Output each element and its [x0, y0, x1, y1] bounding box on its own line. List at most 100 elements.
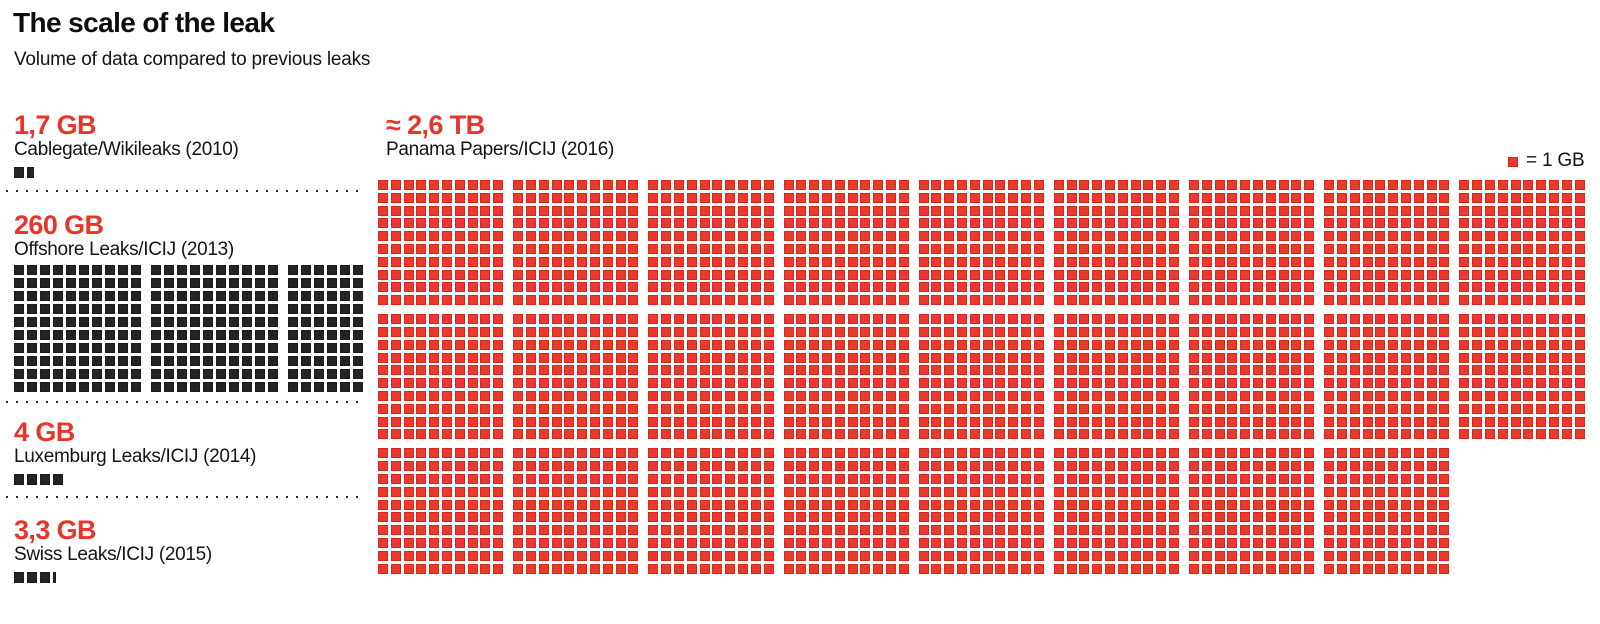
unit-square: [1117, 218, 1128, 229]
unit-square: [40, 330, 50, 340]
unit-square: [796, 416, 807, 427]
unit-square: [931, 218, 942, 229]
unit-square: [551, 473, 562, 484]
unit-square: [860, 390, 871, 401]
unit-square: [551, 525, 562, 536]
unit-square: [190, 278, 200, 288]
unit-square: [982, 390, 993, 401]
unit-square: [1324, 378, 1335, 389]
unit-square: [1143, 390, 1154, 401]
unit-square: [1439, 473, 1450, 484]
unit-square: [847, 231, 858, 242]
unit-square: [1130, 525, 1141, 536]
unit-square: [686, 378, 697, 389]
unit-square: [513, 243, 524, 254]
unit-square: [1105, 429, 1116, 440]
unit-square: [712, 352, 723, 363]
unit-square: [1066, 269, 1077, 280]
unit-square: [1523, 282, 1534, 293]
unit-square: [1008, 352, 1019, 363]
unit-square: [416, 231, 427, 242]
unit-square: [673, 231, 684, 242]
unit-square: [1497, 269, 1508, 280]
unit-square: [403, 429, 414, 440]
unit-square: [525, 218, 536, 229]
unit-square: [403, 243, 414, 254]
unit-square: [1561, 282, 1572, 293]
unit-square: [467, 486, 478, 497]
unit-square: [390, 282, 401, 293]
unit-square: [686, 525, 697, 536]
unit-square: [589, 429, 600, 440]
unit-square: [564, 314, 575, 325]
unit-square: [944, 550, 955, 561]
unit-square: [957, 352, 968, 363]
unit-square: [1033, 378, 1044, 389]
unit-square: [151, 304, 161, 314]
unit-square: [403, 231, 414, 242]
unit-square: [314, 265, 324, 275]
unit-square: [712, 192, 723, 203]
waffle-block-100gb: [1324, 314, 1450, 440]
unit-square: [918, 180, 929, 190]
unit-square: [340, 382, 350, 392]
unit-square: [14, 572, 24, 583]
unit-square: [1265, 550, 1276, 561]
unit-square: [1079, 390, 1090, 401]
unit-square: [1459, 403, 1470, 414]
unit-square: [648, 180, 659, 190]
unit-square: [40, 304, 50, 314]
unit-square: [1574, 390, 1585, 401]
unit-square: [1227, 512, 1238, 523]
unit-square: [1130, 550, 1141, 561]
unit-square: [216, 343, 226, 353]
unit-square: [809, 256, 820, 267]
unit-square: [1265, 563, 1276, 574]
unit-square: [1130, 205, 1141, 216]
unit-square: [1189, 473, 1200, 484]
unit-square: [301, 343, 311, 353]
unit-square: [1201, 525, 1212, 536]
unit-square: [1523, 205, 1534, 216]
unit-square: [809, 282, 820, 293]
unit-square: [525, 365, 536, 376]
unit-square: [493, 378, 504, 389]
unit-square: [1291, 326, 1302, 337]
unit-square: [1375, 256, 1386, 267]
unit-square: [1426, 180, 1437, 190]
unit-square: [873, 416, 884, 427]
unit-square: [564, 269, 575, 280]
unit-square: [796, 218, 807, 229]
unit-square: [686, 429, 697, 440]
unit-square: [1169, 537, 1180, 548]
unit-square: [1079, 461, 1090, 472]
unit-square: [737, 243, 748, 254]
unit-square: [1484, 390, 1495, 401]
unit-square: [944, 218, 955, 229]
unit-square: [737, 525, 748, 536]
unit-square: [982, 416, 993, 427]
unit-square: [1265, 403, 1276, 414]
unit-square: [1439, 352, 1450, 363]
unit-square: [1021, 525, 1032, 536]
unit-square: [327, 330, 337, 340]
unit-square: [564, 550, 575, 561]
unit-square: [1388, 499, 1399, 510]
unit-square: [1337, 205, 1347, 216]
unit-square: [1092, 499, 1103, 510]
unit-square: [1201, 512, 1212, 523]
unit-square: [1201, 473, 1212, 484]
unit-square: [931, 231, 942, 242]
unit-square: [551, 231, 562, 242]
unit-square: [821, 180, 832, 190]
unit-square: [1278, 378, 1289, 389]
unit-square: [673, 326, 684, 337]
unit-square: [796, 243, 807, 254]
unit-square: [1021, 180, 1032, 190]
unit-square: [834, 295, 845, 306]
unit-square: [1053, 243, 1064, 254]
unit-square: [1413, 390, 1424, 401]
waffle-block-100gb: [513, 448, 639, 574]
unit-square: [1561, 314, 1572, 325]
unit-square: [429, 499, 440, 510]
